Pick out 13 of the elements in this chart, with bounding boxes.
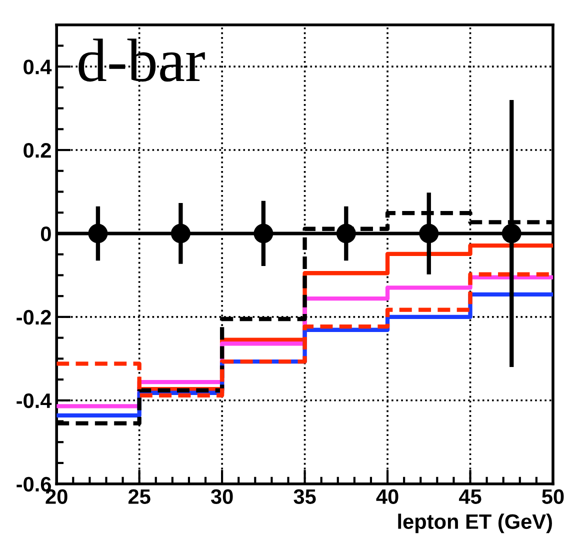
y-tick-label: 0.4 (24, 60, 52, 74)
y-tick-label: 0.2 (24, 143, 51, 158)
annotation: d-bar (78, 38, 205, 82)
x-tick-label: 50 (542, 489, 564, 504)
x-tick-label: 45 (458, 489, 482, 504)
x-tick-label: 40 (376, 489, 398, 504)
x-tick-label: 35 (294, 489, 316, 504)
x-tick-label: 30 (210, 489, 233, 504)
x-tick-label: 25 (128, 489, 150, 504)
y-tick-label: -0.2 (16, 310, 51, 325)
y-tick-label: -0.4 (16, 393, 52, 408)
y-tick-label: 0 (40, 226, 51, 242)
x-axis-title: lepton ET (GeV) (398, 514, 552, 534)
